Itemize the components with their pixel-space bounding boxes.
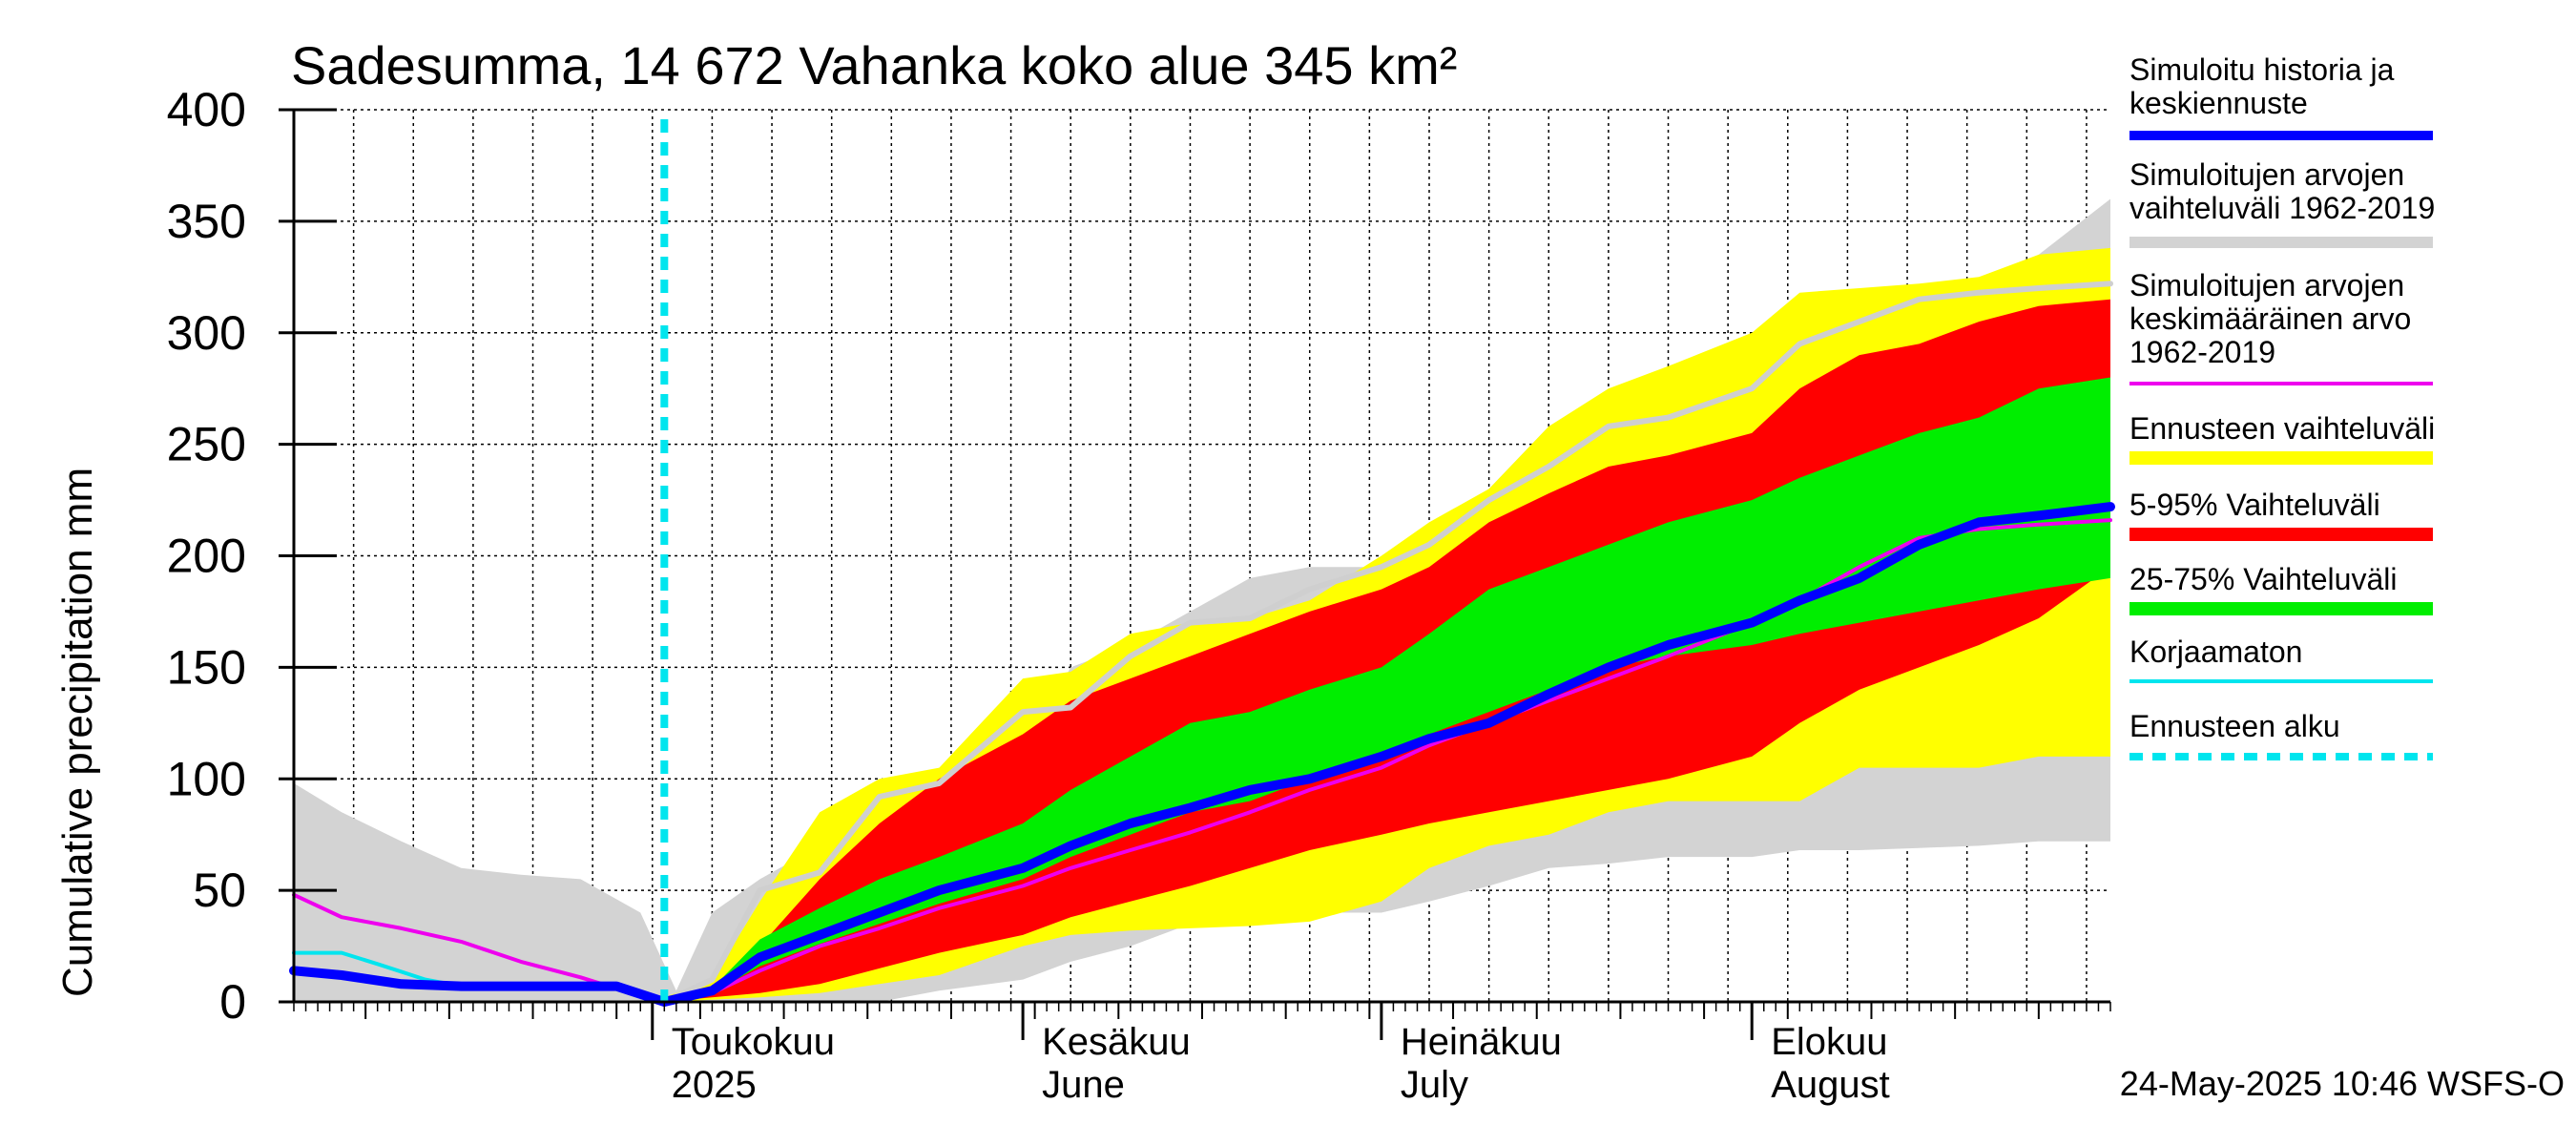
y-tick-label: 300 xyxy=(167,306,246,360)
month-label-fi: Elokuu xyxy=(1771,1021,1887,1063)
legend-label: 25-75% Vaihteluväli xyxy=(2129,562,2397,596)
legend-label: Korjaamaton xyxy=(2129,635,2302,669)
y-axis-label: Cumulative precipitation mm xyxy=(54,468,101,997)
month-label-fi: Kesäkuu xyxy=(1042,1021,1191,1063)
legend-label: vaihteluväli 1962-2019 xyxy=(2129,191,2435,225)
series-line xyxy=(289,502,2115,1007)
y-tick-label: 150 xyxy=(167,640,246,694)
month-label-en: August xyxy=(1771,1064,1890,1106)
y-tick-label: 350 xyxy=(167,195,246,248)
y-tick-label: 50 xyxy=(193,864,246,917)
legend-label: keskiennuste xyxy=(2129,86,2308,120)
legend-item: 5-95% Vaihteluväli xyxy=(2129,488,2433,541)
chart-title: Sadesumma, 14 672 Vahanka koko alue 345 … xyxy=(291,35,1457,95)
series-line xyxy=(661,281,2113,1005)
y-tick-label: 100 xyxy=(167,752,246,805)
legend-label: 5-95% Vaihteluväli xyxy=(2129,488,2380,522)
band-00ee00 xyxy=(664,377,2110,1002)
legend-label: Simuloitujen arvojen xyxy=(2129,268,2404,302)
month-label-en: 2025 xyxy=(672,1064,757,1106)
legend-label: 1962-2019 xyxy=(2129,335,2275,369)
legend: Simuloitu historia jakeskiennusteSimuloi… xyxy=(2129,52,2435,760)
legend-item: Ennusteen alku xyxy=(2129,709,2433,760)
legend-label: Simuloitu historia ja xyxy=(2129,52,2395,87)
legend-item: Ennusteen vaihteluväli xyxy=(2129,411,2435,465)
y-tick-label: 0 xyxy=(219,975,246,1029)
month-label-fi: Toukokuu xyxy=(672,1021,835,1063)
month-label-fi: Heinäkuu xyxy=(1401,1021,1562,1063)
y-tick-label: 250 xyxy=(167,418,246,471)
legend-label: Simuloitujen arvojen xyxy=(2129,157,2404,192)
legend-label: Ennusteen alku xyxy=(2129,709,2340,743)
legend-item: 25-75% Vaihteluväli xyxy=(2129,562,2433,615)
y-ticks: 0 50 100 150 200 250 300 350 400 xyxy=(167,83,337,1029)
month-label-en: July xyxy=(1401,1064,1468,1106)
y-tick-label: 200 xyxy=(167,530,246,583)
y-tick-label: 400 xyxy=(167,83,246,136)
legend-label: Ennusteen vaihteluväli xyxy=(2129,411,2435,446)
legend-item: Korjaamaton xyxy=(2129,635,2433,683)
month-label-en: June xyxy=(1042,1064,1125,1106)
timestamp-footer: 24-May-2025 10:46 WSFS-O xyxy=(2120,1064,2565,1103)
legend-label: keskimääräinen arvo xyxy=(2129,302,2411,336)
